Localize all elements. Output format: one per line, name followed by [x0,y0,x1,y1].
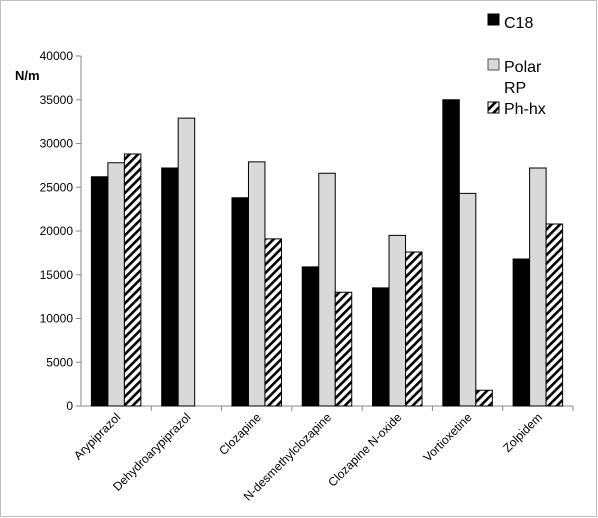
category-label: Dehydroarypiprazol [110,410,193,493]
legend-swatch [487,101,500,114]
bar-ph-hx-clozapine [264,238,282,407]
category-label: Arypiprazol [71,410,123,462]
bar-polar-rp-dehydroarypiprazol [177,117,196,407]
bar-c18-arypiprazol [90,176,109,407]
bar-c18-dehydroarypiprazol [161,167,179,407]
y-tick-label: 30000 [40,137,74,151]
bar-c18-n-desmethylclozapine [301,266,320,407]
category-label: Clozapine N-oxide [325,410,404,489]
y-tick-label: 15000 [40,268,74,282]
bar-polar-rp-zolpidem [529,167,547,407]
bar-c18-clozapine [231,197,249,407]
bar-polar-rp-n-desmethylclozapine [318,172,336,407]
legend-label: Ph-hx [504,101,546,118]
legend-label: Polar [504,59,542,76]
bar-ph-hx-vortioxetine [475,389,493,407]
legend-swatch [487,13,500,26]
bar-ph-hx-clozapine-n-oxide [405,251,423,407]
bar-c18-clozapine-n-oxide [372,287,390,407]
bar-ph-hx-zolpidem [545,223,564,407]
y-tick-label: 25000 [40,180,74,194]
legend-label: C18 [504,15,533,32]
y-tick-label: 40000 [40,49,74,63]
bar-c18-zolpidem [512,258,531,407]
bars [90,99,564,407]
legend: C18 Polar RP Ph-hx [487,13,546,118]
category-label: Vortioxetine [420,410,474,464]
bar-c18-vortioxetine [442,99,460,407]
category-label: Clozapine [216,410,264,458]
bar-ph-hx-arypiprazol [123,153,142,407]
bar-ph-hx-n-desmethylclozapine [334,291,353,407]
y-tick-label: 0 [66,399,73,413]
y-tick-label: 5000 [46,355,73,369]
y-tick-label: 20000 [40,224,74,238]
bar-polar-rp-clozapine [247,161,266,407]
y-axis-label: N/m [15,68,40,83]
bar-polar-rp-vortioxetine [458,192,477,407]
y-tick-label: 10000 [40,312,74,326]
bar-polar-rp-arypiprazol [107,162,125,407]
category-label: Zolpidem [500,410,545,455]
bar-polar-rp-clozapine-n-oxide [388,234,407,407]
legend-swatch [487,58,500,71]
y-tick-label: 35000 [40,93,74,107]
legend-label-continued: RP [504,80,526,97]
